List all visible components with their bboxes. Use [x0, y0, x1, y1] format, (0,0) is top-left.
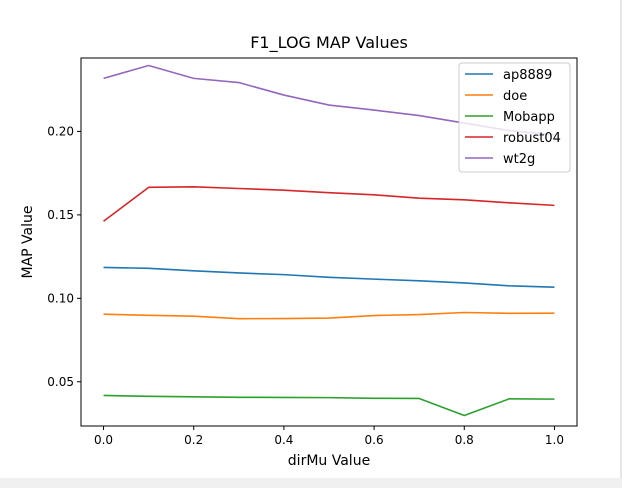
series-line-Mobapp	[103, 394, 555, 417]
series-line-robust04	[103, 186, 555, 222]
x-tick-label: 0.4	[274, 433, 293, 447]
y-tick-label: 0.10	[47, 291, 74, 305]
legend-label-ap8889: ap8889	[503, 68, 552, 83]
y-axis-label: MAP Value	[20, 206, 36, 279]
chart-figure: F1_LOG MAP Values 0.0 0.2 0.4 0.6 0.8 1.0 0.0…	[0, 0, 622, 478]
x-tick-label: 0.8	[455, 433, 474, 447]
x-tick-label: 0.6	[365, 433, 384, 447]
series-line-doe	[103, 311, 555, 320]
y-tick-label: 0.15	[47, 208, 74, 222]
x-tick-label: 0.2	[184, 433, 203, 447]
legend: ap8889 doe Mobapp robust04 wt2g	[458, 62, 571, 173]
plot-frame	[80, 57, 578, 427]
y-axis-ticks: 0.05 0.10 0.15 0.20	[47, 124, 81, 389]
legend-label-doe: doe	[503, 89, 527, 104]
legend-box	[458, 62, 571, 173]
x-tick-label: 1.0	[545, 433, 564, 447]
x-tick-label: 0.0	[94, 433, 113, 447]
series-line-ap8889	[103, 266, 555, 288]
y-tick-label: 0.20	[47, 124, 74, 138]
x-axis-ticks: 0.0 0.2 0.4 0.6 0.8 1.0	[94, 426, 564, 447]
x-axis-label: dirMu Value	[288, 453, 370, 469]
legend-label-wt2g: wt2g	[503, 152, 535, 167]
chart-title: F1_LOG MAP Values	[250, 33, 408, 53]
legend-label-robust04: robust04	[503, 131, 561, 146]
legend-label-Mobapp: Mobapp	[503, 110, 555, 125]
y-tick-label: 0.05	[47, 375, 74, 389]
line-chart: F1_LOG MAP Values 0.0 0.2 0.4 0.6 0.8 1.0 0.0…	[20, 33, 578, 469]
